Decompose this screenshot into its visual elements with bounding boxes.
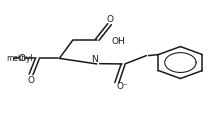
Text: O: O [106, 15, 114, 24]
Text: methyl: methyl [7, 54, 33, 63]
Text: O⁻: O⁻ [116, 82, 128, 91]
Text: N: N [91, 55, 98, 64]
Text: O: O [18, 54, 26, 63]
Text: O: O [27, 76, 34, 85]
Text: OH: OH [112, 37, 126, 46]
